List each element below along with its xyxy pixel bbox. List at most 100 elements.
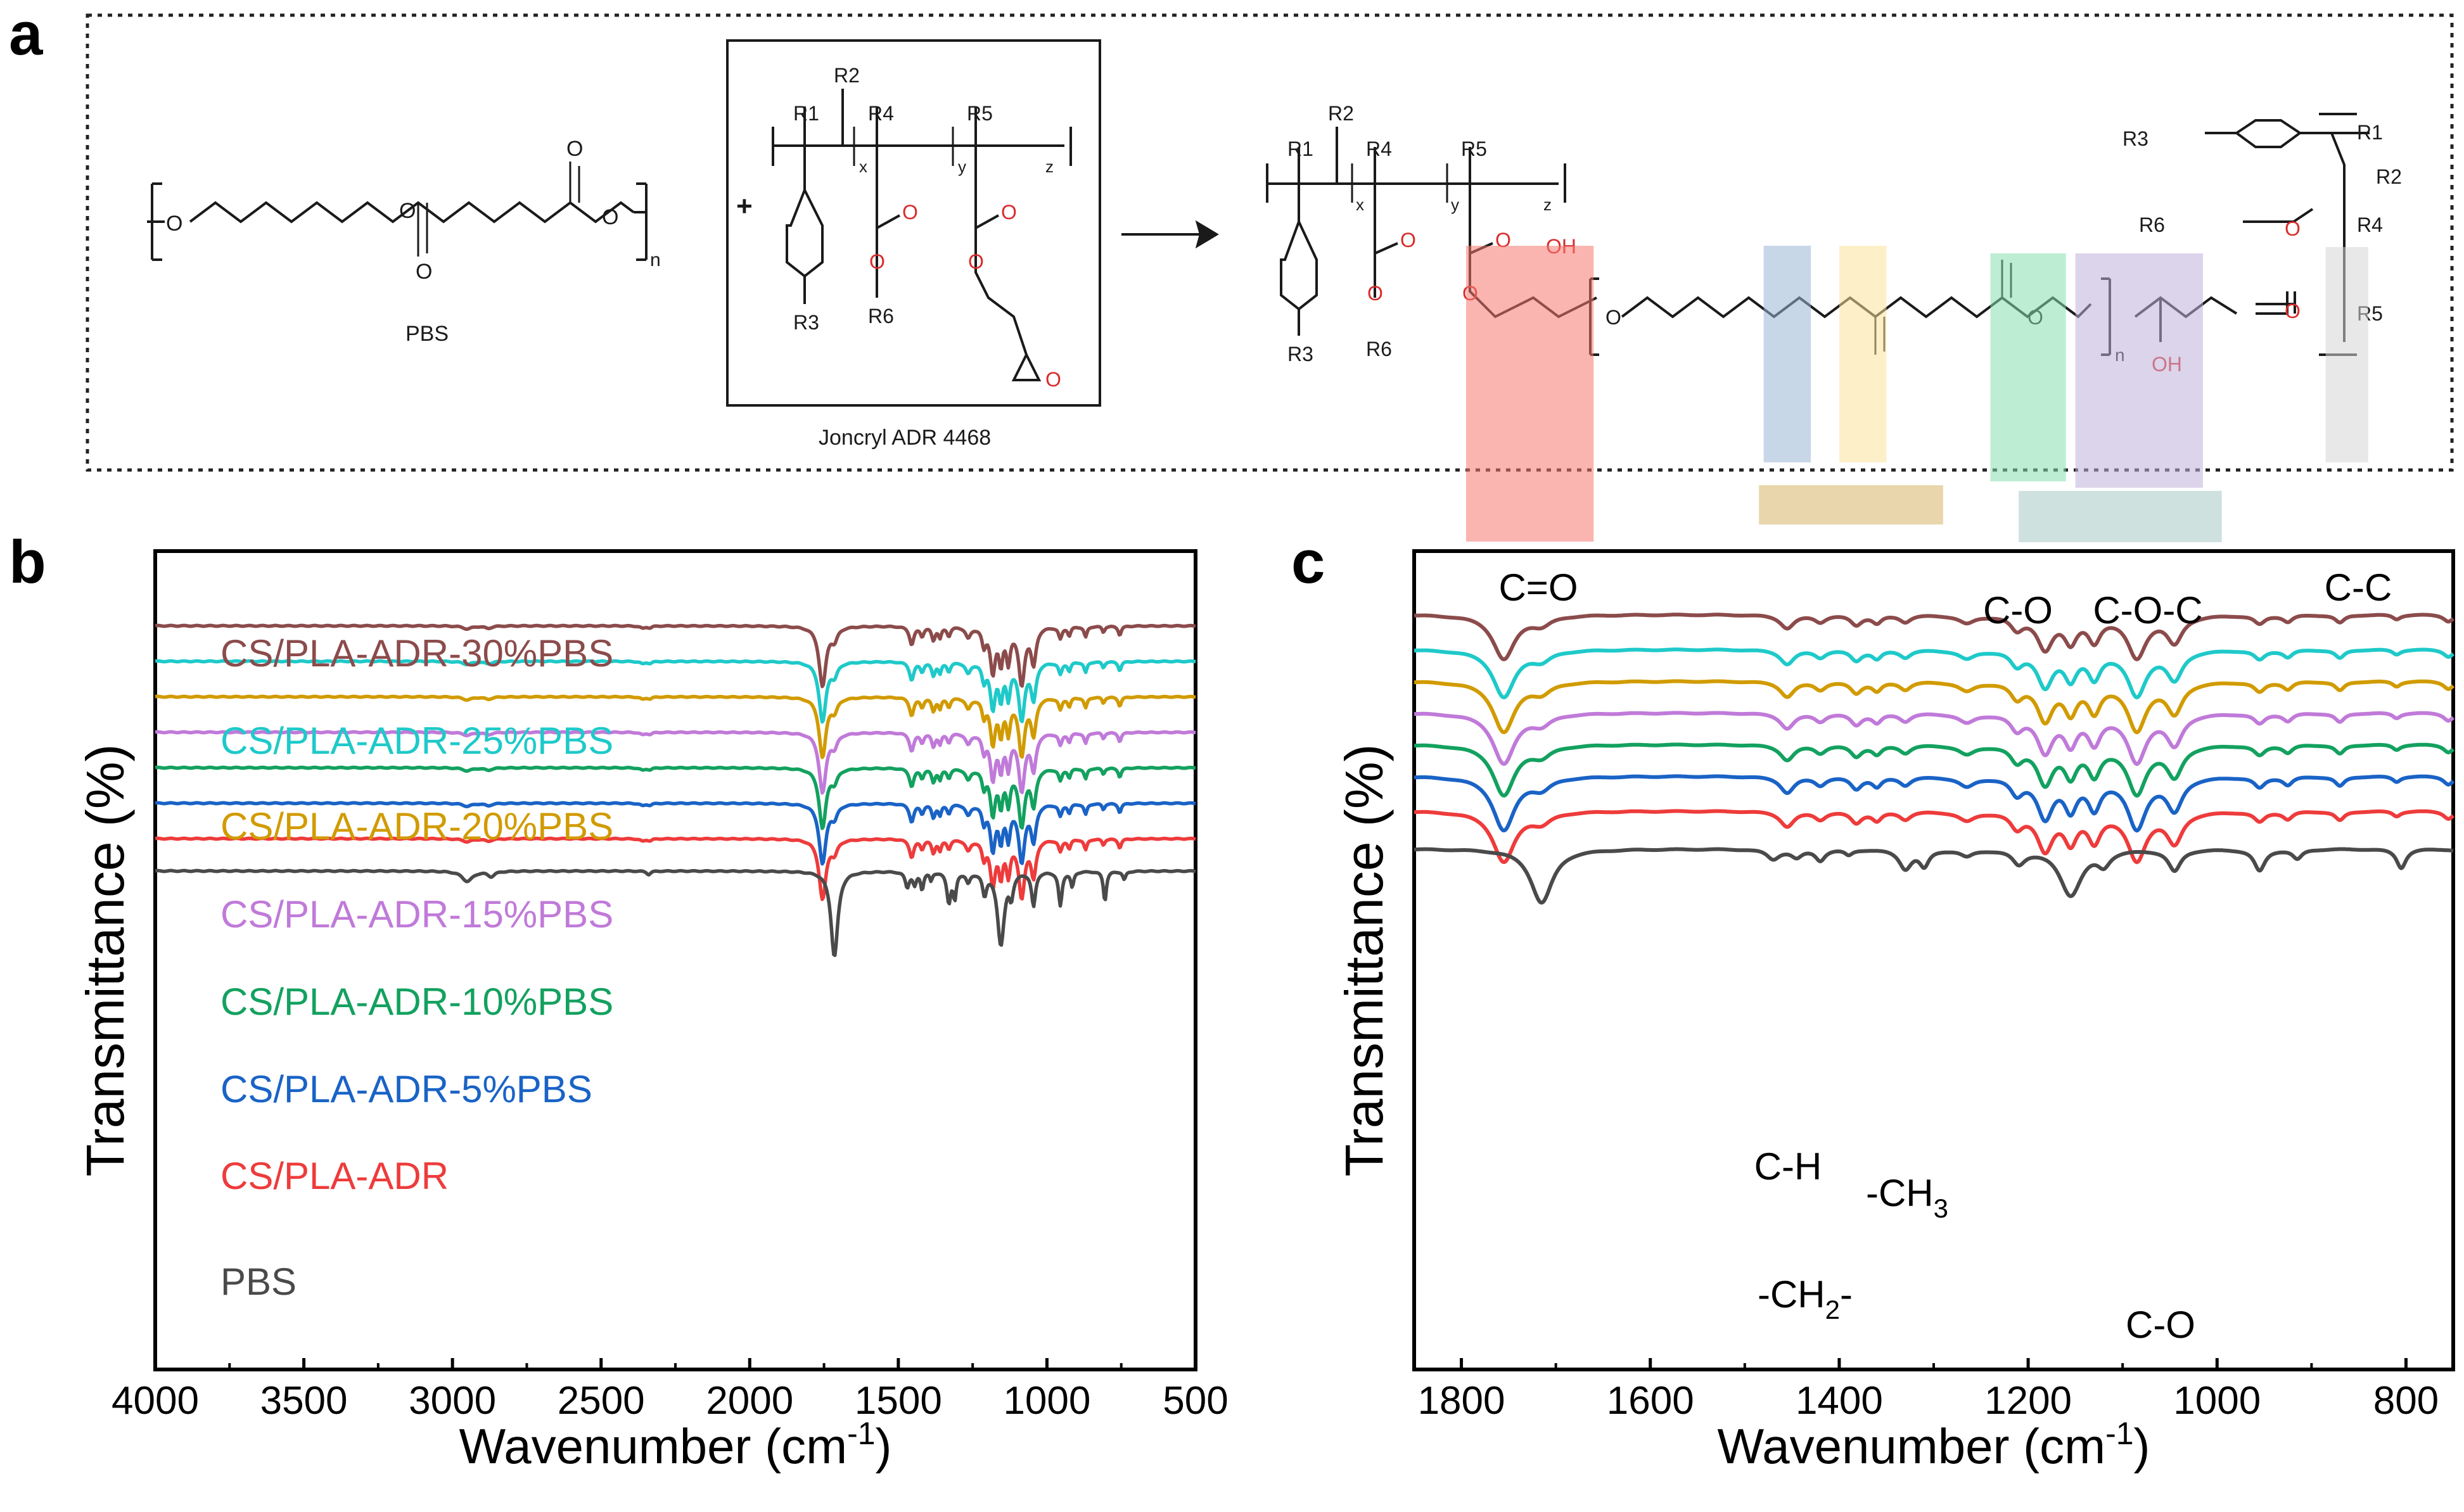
panel-label-c: c bbox=[1291, 528, 1325, 596]
ch2-main: -CH bbox=[1758, 1273, 1825, 1316]
pbs-n-subscript: n bbox=[650, 250, 661, 270]
series-line bbox=[1413, 774, 2455, 833]
plus-sign: + bbox=[736, 191, 753, 222]
x-axis-label: Wavenumber (cm-1) bbox=[1717, 1416, 2150, 1474]
panel-label-b: b bbox=[9, 528, 46, 596]
x-tick-label: 1500 bbox=[855, 1379, 942, 1423]
y-axis-label: Transmittance (%) bbox=[1334, 744, 1394, 1176]
adr-o-ester2: O bbox=[968, 250, 984, 273]
adr-r4: R4 bbox=[868, 102, 894, 125]
panel-c-chart: 1800 1600 1400 1200 1000 800 Wavenumber (cm-1)… bbox=[1334, 246, 2455, 1474]
series-line bbox=[1413, 647, 2454, 700]
panel-label-a: a bbox=[9, 0, 43, 68]
series-label: CS/PLA-ADR-25%PBS bbox=[220, 720, 613, 762]
prod-r6b: R6 bbox=[2139, 213, 2165, 236]
x-axis-label-sup: -1 bbox=[847, 1416, 875, 1451]
prod-r2: R2 bbox=[1328, 102, 1354, 125]
prod-r1: R1 bbox=[1287, 137, 1313, 160]
x-axis-label-sup: -1 bbox=[2105, 1416, 2133, 1451]
series-label: CS/PLA-ADR-20%PBS bbox=[220, 805, 613, 848]
band-2 bbox=[1839, 246, 1887, 462]
band-label-ch3: -CH3 bbox=[1866, 1172, 1948, 1223]
adr-o-carbonyl2: O bbox=[1001, 201, 1017, 224]
series-line bbox=[1413, 711, 2454, 766]
band-7 bbox=[2019, 491, 2222, 542]
series-line bbox=[1413, 742, 2454, 798]
ch3-main: -CH bbox=[1866, 1172, 1934, 1214]
x-tick-label: 1200 bbox=[1984, 1379, 2072, 1423]
band-5 bbox=[2325, 247, 2368, 462]
series-line bbox=[155, 623, 1196, 689]
adr-sub-y: y bbox=[958, 157, 966, 176]
series-label: PBS bbox=[220, 1261, 297, 1303]
x-tick-label: 1000 bbox=[1003, 1379, 1090, 1423]
band-6 bbox=[1759, 485, 1943, 524]
prod-r1b: R1 bbox=[2357, 121, 2383, 144]
adr-sub-x: x bbox=[859, 157, 867, 176]
series-label: CS/PLA-ADR-5%PBS bbox=[220, 1068, 592, 1110]
pbs-label: PBS bbox=[405, 322, 449, 346]
x-tick-label: 500 bbox=[1163, 1379, 1228, 1423]
plot-frame bbox=[1412, 549, 2455, 1371]
band-4 bbox=[2075, 253, 2203, 488]
band-label: C-O bbox=[1983, 589, 2053, 632]
band-3 bbox=[1990, 253, 2066, 481]
series-line bbox=[155, 694, 1196, 759]
series-label: CS/PLA-ADR-10%PBS bbox=[220, 981, 613, 1023]
adr-sub-z: z bbox=[1045, 157, 1054, 176]
series-label: CS/PLA-ADR-30%PBS bbox=[220, 632, 613, 675]
band-label: C-O-C bbox=[2093, 589, 2202, 632]
series-line bbox=[155, 801, 1196, 866]
prod-o-5: O bbox=[2285, 217, 2301, 240]
adr-label: Joncryl ADR 4468 bbox=[819, 426, 991, 450]
x-tick-label: 4000 bbox=[112, 1379, 199, 1423]
band-label-ch2: -CH2- bbox=[1758, 1273, 1853, 1325]
series-line bbox=[155, 868, 1196, 957]
series-line bbox=[155, 836, 1196, 901]
x-axis-label-close: ) bbox=[876, 1418, 892, 1474]
adr-r6: R6 bbox=[868, 305, 894, 327]
pbs-o-ester2: O bbox=[602, 205, 618, 229]
band-label: C-H bbox=[1754, 1145, 1822, 1188]
x-tick-label: 3500 bbox=[260, 1379, 348, 1423]
x-axis-label-main: Wavenumber (cm bbox=[1717, 1418, 2105, 1474]
pbs-o-ester1: O bbox=[399, 199, 416, 223]
product-structure: R1 R2 R4 R5 R3 R6 x y z O O O O OH OH O … bbox=[1266, 102, 2402, 376]
prod-r3: R3 bbox=[1287, 343, 1313, 365]
x-axis-label: Wavenumber (cm-1) bbox=[459, 1416, 891, 1474]
adr-r1: R1 bbox=[793, 102, 819, 125]
prod-sub-y: y bbox=[1451, 195, 1459, 214]
series-line bbox=[155, 659, 1196, 724]
x-tick-label: 2500 bbox=[558, 1379, 645, 1423]
x-tick-label: 3000 bbox=[409, 1379, 496, 1423]
adr-o-carbonyl1: O bbox=[902, 201, 918, 224]
x-tick-label: 800 bbox=[2373, 1379, 2439, 1423]
band-0 bbox=[1466, 246, 1594, 542]
band-1 bbox=[1763, 246, 1811, 462]
adr-r5: R5 bbox=[967, 102, 993, 125]
ch2-tail: - bbox=[1840, 1273, 1853, 1316]
panel-b-chart: 4000 3500 3000 2500 2000 1500 1000 500 Wavenumbe… bbox=[75, 549, 1229, 1474]
series-label: CS/PLA-ADR bbox=[220, 1155, 449, 1197]
x-tick-label: 1000 bbox=[2173, 1379, 2261, 1423]
x-tick-label: 1600 bbox=[1607, 1379, 1694, 1423]
pbs-o-carbonyl2: O bbox=[566, 137, 583, 161]
pbs-o-carbonyl1: O bbox=[416, 260, 432, 284]
series-line bbox=[1413, 809, 2454, 865]
prod-o-6: O bbox=[2285, 300, 2301, 322]
x-tick-label: 1400 bbox=[1796, 1379, 1883, 1423]
x-axis-label-main: Wavenumber (cm bbox=[459, 1418, 847, 1474]
prod-r2b: R2 bbox=[2376, 165, 2402, 188]
x-tick-label: 1800 bbox=[1418, 1379, 1505, 1423]
prod-r4: R4 bbox=[1366, 137, 1392, 160]
prod-o-1: O bbox=[1400, 229, 1416, 251]
ch2-sub: 2 bbox=[1825, 1295, 1840, 1325]
prod-o-3: O bbox=[1367, 282, 1383, 305]
band-label: C-O bbox=[2126, 1304, 2195, 1346]
pbs-o-left: O bbox=[166, 212, 182, 236]
adr-r3: R3 bbox=[793, 311, 819, 334]
series-line bbox=[155, 765, 1196, 830]
ch3-sub: 3 bbox=[1934, 1193, 1948, 1223]
prod-r3b: R3 bbox=[2122, 127, 2148, 150]
